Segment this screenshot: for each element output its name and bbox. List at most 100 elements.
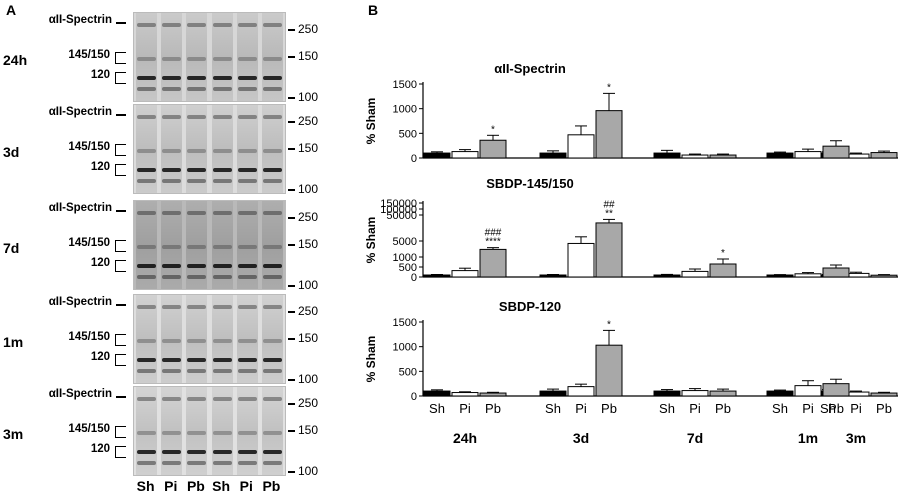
blot-band (137, 57, 157, 61)
x-tick-label: Sh (429, 401, 445, 416)
band-label-spectrin: αII-Spectrin (48, 296, 112, 308)
blot-band (187, 23, 207, 27)
significance-marker: ** (605, 208, 613, 219)
blot-band (187, 115, 207, 119)
band-label-120: 120 (90, 161, 110, 173)
blot-band (212, 211, 232, 215)
y-tick-label: 1500 (393, 317, 417, 329)
bar-chart-figure: αII-Spectrin% Sham050010001500**SBDP-145… (364, 61, 898, 446)
y-tick-label: 0 (411, 153, 417, 165)
blot-band (137, 211, 157, 215)
blot-band (137, 461, 157, 465)
blot-band (262, 305, 282, 309)
significance-marker: ### (485, 228, 502, 239)
chart-title: SBDP-145/150 (486, 176, 573, 191)
mw-tick-mark (288, 379, 295, 381)
mw-tick-mark (288, 311, 295, 313)
blot-band (212, 23, 232, 27)
mw-tick-label: 250 (298, 114, 319, 128)
significance-marker: * (491, 124, 495, 135)
blot-band (237, 450, 257, 454)
band-marker-line (116, 304, 126, 306)
bar-pi (567, 386, 595, 397)
blot-band (262, 87, 282, 91)
bar-pb (595, 110, 623, 159)
mw-tick-mark (288, 29, 295, 31)
mw-tick-mark (288, 217, 295, 219)
bar-pb (870, 274, 898, 278)
blot-band (212, 149, 232, 153)
y-tick-label: 1000 (393, 104, 417, 116)
bar-sh (653, 390, 681, 397)
blot-band (237, 76, 257, 80)
blot-band (262, 358, 282, 362)
blot-band (137, 23, 157, 27)
bar-sh (653, 274, 681, 278)
blot-band (212, 245, 232, 249)
bar-pb (822, 383, 850, 397)
bar-pb (709, 154, 737, 159)
lane-label: Pi (164, 478, 178, 494)
blot-band (162, 339, 182, 343)
blot-band (162, 358, 182, 362)
bracket-145-150 (115, 426, 126, 438)
blot-band (262, 115, 282, 119)
blot-band (162, 57, 182, 61)
bracket-145-150 (115, 144, 126, 156)
blot-band (212, 264, 232, 268)
blot-band (262, 57, 282, 61)
lane-label: Pb (262, 478, 281, 494)
blot-band (262, 211, 282, 215)
blot-band (137, 397, 157, 401)
blot-band (262, 431, 282, 435)
blot-band (262, 339, 282, 343)
mw-tick-mark (288, 97, 295, 99)
y-tick-label: 1000 (393, 342, 417, 354)
x-tick-label: Sh (820, 401, 836, 416)
mw-tick-label: 100 (298, 464, 319, 478)
bar-pb (479, 139, 507, 159)
significance-marker: ## (603, 199, 615, 210)
blot-band (262, 264, 282, 268)
blot-band (162, 179, 182, 183)
mw-tick-mark (288, 430, 295, 432)
blot-band (137, 179, 157, 183)
blot-band (237, 264, 257, 268)
blot-band (137, 149, 157, 153)
band-marker-line (116, 22, 126, 24)
blot-band (137, 87, 157, 91)
blot-band (187, 87, 207, 91)
x-tick-label: Sh (545, 401, 561, 416)
y-tick-label: 100000 (380, 204, 417, 216)
blot-band (162, 149, 182, 153)
blot-band (237, 397, 257, 401)
band-marker-line (116, 210, 126, 212)
blot-band (212, 358, 232, 362)
bracket-120 (115, 72, 126, 84)
x-tick-label: Sh (659, 401, 675, 416)
y-axis-label: % Sham (364, 336, 378, 383)
blot-band (137, 115, 157, 119)
blot-band (212, 461, 232, 465)
bar-sh (423, 274, 451, 278)
bar-sh (766, 274, 794, 278)
blot-band (262, 149, 282, 153)
mw-tick-label: 100 (298, 182, 319, 196)
blot-band (162, 397, 182, 401)
mw-tick-mark (288, 121, 295, 123)
mw-tick-label: 100 (298, 90, 319, 104)
blot-band (237, 211, 257, 215)
blot-strip (133, 294, 286, 384)
blot-band (237, 275, 257, 279)
bar-pi (567, 242, 595, 278)
lane-label: Pi (239, 478, 253, 494)
blot-band (212, 115, 232, 119)
significance-marker: * (607, 319, 611, 330)
mw-tick-label: 250 (298, 304, 319, 318)
mw-tick-label: 250 (298, 396, 319, 410)
panel-b-label: B (368, 2, 379, 18)
bracket-145-150 (115, 240, 126, 252)
blot-band (237, 168, 257, 172)
bar-pb (709, 263, 737, 278)
bar-sh (539, 274, 567, 278)
